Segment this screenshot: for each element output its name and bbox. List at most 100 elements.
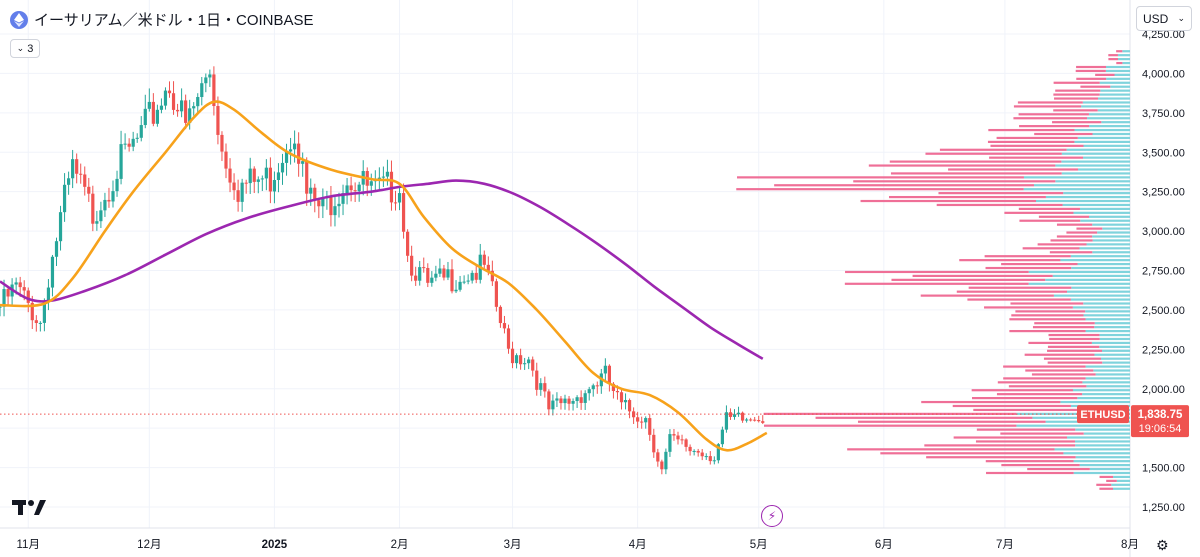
vp-bar-down bbox=[1009, 318, 1086, 321]
vp-bar-down bbox=[1043, 357, 1101, 360]
x-tick-label: 3月 bbox=[504, 539, 522, 551]
vp-bar-down bbox=[1056, 235, 1093, 238]
candle-body bbox=[264, 167, 268, 179]
y-tick-label: 4,000.00 bbox=[1142, 68, 1185, 80]
vp-bar-up bbox=[1083, 432, 1130, 435]
y-tick-label: 1,500.00 bbox=[1142, 463, 1185, 475]
vp-bar-up bbox=[1083, 144, 1130, 147]
candle-down bbox=[749, 417, 753, 422]
candle-body bbox=[14, 282, 18, 285]
vp-bar-down bbox=[1099, 487, 1113, 490]
candle-down bbox=[531, 356, 535, 377]
candle-up bbox=[71, 149, 75, 189]
vp-bar-down bbox=[971, 389, 1073, 392]
candle-body bbox=[317, 200, 321, 207]
candle-body bbox=[38, 322, 42, 324]
vp-bar-down bbox=[952, 404, 1071, 408]
candle-up bbox=[466, 274, 470, 285]
vp-bar-up bbox=[1071, 266, 1130, 270]
candle-up bbox=[337, 192, 341, 218]
candle-body bbox=[192, 106, 196, 109]
price-axis[interactable]: 1,250.001,500.001,750.002,000.002,250.00… bbox=[1142, 29, 1185, 514]
indicators-toggle-button[interactable]: ⌄ 3 bbox=[10, 39, 40, 58]
candle-up bbox=[736, 406, 741, 417]
vp-bar-down bbox=[985, 266, 1072, 270]
y-tick-label: 1,250.00 bbox=[1142, 502, 1185, 514]
candle-body bbox=[426, 268, 430, 283]
vp-bar-up bbox=[1112, 487, 1130, 490]
vp-bar-down bbox=[988, 128, 1075, 132]
candle-down bbox=[426, 263, 430, 288]
candle-body bbox=[123, 143, 127, 145]
gear-icon[interactable]: ⚙ bbox=[1156, 537, 1169, 553]
currency-select[interactable]: USD ⌄ bbox=[1136, 6, 1192, 31]
candle-body bbox=[519, 355, 523, 365]
vp-bar-up bbox=[1033, 184, 1130, 187]
chart-title[interactable]: イーサリアム／米ドル・1日・COINBASE bbox=[34, 12, 314, 29]
vp-bar-down bbox=[889, 160, 1062, 163]
vp-bar-up bbox=[1045, 195, 1130, 199]
symbol-legend[interactable]: イーサリアム／米ドル・1日・COINBASE bbox=[10, 9, 314, 30]
candle-down bbox=[506, 324, 511, 354]
candle-down bbox=[401, 183, 406, 239]
vp-bar-down bbox=[986, 471, 1074, 475]
vp-bar-down bbox=[737, 176, 1024, 179]
candle-down bbox=[502, 315, 507, 334]
vp-bar-up bbox=[1105, 69, 1130, 73]
candle-body bbox=[107, 199, 111, 202]
candle-down bbox=[627, 398, 632, 419]
candle-body bbox=[220, 134, 224, 152]
candle-up bbox=[196, 93, 200, 114]
vp-bar-down bbox=[1003, 377, 1086, 380]
vp-bar-up bbox=[1082, 393, 1130, 396]
candle-body bbox=[406, 231, 410, 256]
candle-body bbox=[494, 281, 498, 307]
candle-up bbox=[523, 357, 527, 370]
candle-body bbox=[200, 83, 204, 98]
candle-body bbox=[284, 151, 289, 163]
candle-up bbox=[180, 88, 184, 118]
time-axis[interactable]: 11月 12月 2025 2月 3月 4月 5月 6月 7月 8月 bbox=[17, 539, 1139, 551]
vp-bar-down bbox=[1017, 101, 1083, 104]
candle-body bbox=[438, 268, 442, 274]
candle-up bbox=[272, 171, 277, 204]
candle-body bbox=[720, 429, 724, 445]
vp-bar-up bbox=[1102, 349, 1130, 352]
vp-bar-up bbox=[1087, 117, 1130, 120]
tradingview-logo[interactable] bbox=[12, 498, 46, 524]
vp-bar-up bbox=[1101, 121, 1130, 124]
vp-bar-up bbox=[1094, 353, 1130, 356]
candle-body bbox=[244, 182, 248, 184]
vp-bar-up bbox=[1077, 262, 1130, 266]
candle-down bbox=[753, 416, 757, 422]
vp-bar-up bbox=[1079, 207, 1130, 211]
candle-body bbox=[414, 275, 418, 281]
candle-down bbox=[579, 390, 583, 410]
y-tick-label: 2,500.00 bbox=[1142, 305, 1185, 317]
candlestick-series bbox=[0, 66, 765, 475]
candle-body bbox=[46, 287, 51, 302]
candle-body bbox=[54, 241, 59, 257]
vp-bar-down bbox=[857, 420, 1046, 423]
candle-body bbox=[293, 143, 297, 150]
vp-bar-down bbox=[973, 408, 1078, 412]
candle-up bbox=[0, 305, 2, 317]
candle-body bbox=[587, 389, 591, 394]
candle-down bbox=[559, 396, 563, 410]
candle-body bbox=[22, 287, 26, 291]
lightning-icon[interactable]: ⚡ bbox=[761, 505, 783, 527]
vp-bar-up bbox=[1028, 282, 1130, 285]
candle-body bbox=[67, 178, 71, 185]
candle-body bbox=[523, 363, 527, 365]
candle-up bbox=[603, 358, 607, 382]
candle-body bbox=[276, 172, 281, 181]
candle-body bbox=[482, 254, 486, 265]
candle-up bbox=[123, 133, 127, 150]
candle-body bbox=[430, 277, 434, 283]
candle-down bbox=[680, 434, 684, 445]
vp-bar-up bbox=[1067, 436, 1130, 439]
chevron-down-icon: ⌄ bbox=[16, 43, 25, 53]
vp-bar-down bbox=[956, 290, 1068, 293]
candle-up bbox=[2, 279, 6, 317]
